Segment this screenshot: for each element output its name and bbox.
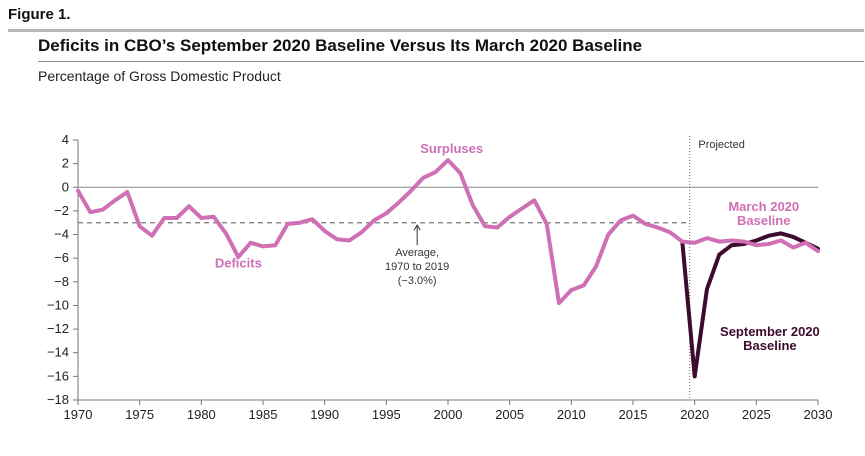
x-tick-label: 1990 [310, 407, 339, 422]
y-axis: 4 2 0 −2 −4 −6 −8 −10 −12 −14 −16 −18 [47, 132, 79, 407]
september-2020-line [680, 231, 820, 379]
march-baseline-label: Baseline [737, 213, 790, 228]
x-tick-label: 2030 [804, 407, 833, 422]
chart-title: Deficits in CBO’s September 2020 Baselin… [38, 36, 643, 55]
x-tick-label: 1970 [64, 407, 93, 422]
y-tick-label: −8 [54, 274, 69, 289]
x-tick-label: 2025 [742, 407, 771, 422]
y-tick-label: 2 [62, 156, 69, 171]
figure-label: Figure 1. [8, 6, 71, 23]
september-baseline-label: Baseline [743, 338, 796, 353]
annotations: Surpluses Deficits Average, 1970 to 2019 (−3… [215, 139, 820, 353]
top-rule [8, 29, 864, 32]
reference-lines [78, 136, 818, 400]
y-tick-label: −4 [54, 227, 69, 242]
x-tick-label: 1995 [372, 407, 401, 422]
title-rule [38, 61, 864, 62]
y-tick-label: −16 [47, 368, 69, 383]
march-2020-line [76, 158, 820, 306]
march-baseline-label: March 2020 [728, 199, 799, 214]
chart-subtitle: Percentage of Gross Domestic Product [38, 68, 281, 84]
projected-label: Projected [698, 139, 744, 151]
x-tick-label: 2000 [434, 407, 463, 422]
y-tick-label: −12 [47, 321, 69, 336]
y-tick-label: 4 [62, 132, 69, 147]
y-tick-label: 0 [62, 179, 69, 194]
deficits-label: Deficits [215, 256, 262, 271]
x-tick-label: 2005 [495, 407, 524, 422]
average-label-line: (−3.0%) [398, 275, 437, 287]
x-tick-label: 2010 [557, 407, 586, 422]
x-tick-label: 1980 [187, 407, 216, 422]
y-tick-label: −2 [54, 203, 69, 218]
x-tick-label: 2020 [680, 407, 709, 422]
x-axis: 1970 1975 1980 1985 1990 1995 2000 2005 2010 2015… [64, 399, 833, 422]
september-baseline-label: September 2020 [720, 324, 820, 339]
average-label-line: Average, [395, 247, 439, 259]
y-tick-label: −10 [47, 297, 69, 312]
surpluses-label: Surpluses [420, 141, 483, 156]
average-label-line: 1970 to 2019 [385, 261, 449, 273]
x-tick-label: 1985 [249, 407, 278, 422]
y-tick-label: −6 [54, 250, 69, 265]
x-tick-label: 2015 [619, 407, 648, 422]
series-lines [76, 158, 820, 379]
y-tick-label: −14 [47, 345, 69, 360]
x-tick-label: 1975 [125, 407, 154, 422]
average-arrow-head [413, 224, 421, 231]
y-tick-label: −18 [47, 392, 69, 407]
